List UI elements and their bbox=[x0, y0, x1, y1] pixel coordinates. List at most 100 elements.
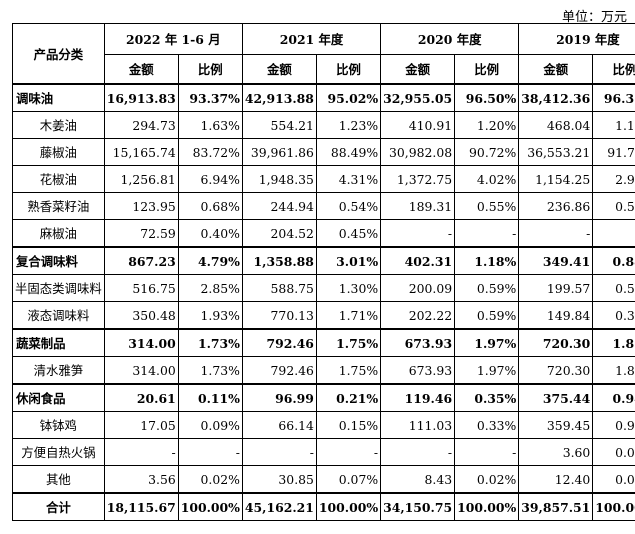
category-row: 调味油 16,913.83 93.37% 42,913.88 95.02% 32,955.… bbox=[12, 83, 635, 112]
amount-cell: 66.14 bbox=[241, 411, 317, 439]
amount-cell: 36,553.21 bbox=[518, 138, 594, 166]
item-row: 钵钵鸡 17.05 0.09% 66.14 0.15% 111.03 0.33% 359.45… bbox=[12, 411, 635, 439]
header-ratio: 比例 bbox=[592, 54, 635, 85]
amount-cell: 375.44 bbox=[518, 383, 594, 412]
ratio-cell: 1.93% bbox=[177, 301, 243, 330]
ratio-cell: 100.00% bbox=[454, 492, 520, 521]
amount-cell: 402.31 bbox=[380, 246, 456, 275]
table-body: 调味油 16,913.83 93.37% 42,913.88 95.02% 32,955.… bbox=[12, 83, 635, 521]
ratio-cell: 1.81% bbox=[592, 356, 635, 385]
row-label: 清水雅笋 bbox=[12, 356, 105, 385]
ratio-cell: 0.01% bbox=[592, 438, 635, 466]
unit-label: 单位：万元 bbox=[561, 10, 627, 25]
ratio-cell: 0.68% bbox=[177, 192, 243, 220]
amount-cell: 200.09 bbox=[380, 274, 456, 302]
ratio-cell: 0.35% bbox=[454, 383, 520, 412]
ratio-cell: 6.94% bbox=[177, 165, 243, 193]
ratio-cell: 0.59% bbox=[592, 192, 635, 220]
amount-cell: 30.85 bbox=[241, 465, 317, 494]
row-label: 休闲食品 bbox=[12, 383, 105, 412]
amount-cell: 30,982.08 bbox=[380, 138, 456, 166]
row-label: 花椒油 bbox=[12, 165, 105, 193]
ratio-cell: 83.72% bbox=[177, 138, 243, 166]
amount-cell: 18,115.67 bbox=[103, 492, 179, 521]
amount-cell: 673.93 bbox=[380, 328, 456, 357]
amount-cell: 1,256.81 bbox=[103, 165, 179, 193]
header-amount: 金额 bbox=[380, 54, 456, 85]
amount-cell: 673.93 bbox=[380, 356, 456, 385]
amount-cell: - bbox=[380, 219, 456, 248]
amount-cell: 359.45 bbox=[518, 411, 594, 439]
ratio-cell: 2.90% bbox=[592, 165, 635, 193]
ratio-cell: 96.37% bbox=[592, 83, 635, 112]
amount-cell: 202.22 bbox=[380, 301, 456, 330]
ratio-cell: 0.40% bbox=[177, 219, 243, 248]
item-row: 半固态类调味料 516.75 2.85% 588.75 1.30% 200.09 0.59%… bbox=[12, 274, 635, 302]
amount-cell: 39,961.86 bbox=[241, 138, 317, 166]
amount-cell: 34,150.75 bbox=[380, 492, 456, 521]
ratio-cell: 100.00% bbox=[315, 492, 382, 521]
ratio-cell: 100.00% bbox=[592, 492, 635, 521]
ratio-cell: 1.97% bbox=[454, 328, 520, 357]
row-label: 复合调味料 bbox=[12, 246, 105, 275]
amount-cell: - bbox=[241, 438, 317, 466]
amount-cell: 468.04 bbox=[518, 111, 594, 139]
amount-cell: 204.52 bbox=[241, 219, 317, 248]
ratio-cell: 0.02% bbox=[177, 465, 243, 494]
amount-cell: - bbox=[380, 438, 456, 466]
amount-cell: 32,955.05 bbox=[380, 83, 456, 112]
ratio-cell: 0.45% bbox=[315, 219, 382, 248]
amount-cell: 20.61 bbox=[103, 383, 179, 412]
ratio-cell: 1.73% bbox=[177, 328, 243, 357]
ratio-cell: 95.02% bbox=[315, 83, 382, 112]
amount-cell: 770.13 bbox=[241, 301, 317, 330]
row-label: 熟香菜籽油 bbox=[12, 192, 105, 220]
ratio-cell: 1.73% bbox=[177, 356, 243, 385]
ratio-cell: - bbox=[454, 438, 520, 466]
header-period: 2020 年度 bbox=[380, 23, 520, 55]
row-label: 蔬菜制品 bbox=[12, 328, 105, 357]
amount-cell: 1,154.25 bbox=[518, 165, 594, 193]
item-row: 液态调味料 350.48 1.93% 770.13 1.71% 202.22 0.59% 14… bbox=[12, 301, 635, 330]
header-ratio: 比例 bbox=[177, 54, 243, 85]
ratio-cell: 4.79% bbox=[177, 246, 243, 275]
amount-cell: 123.95 bbox=[103, 192, 179, 220]
ratio-cell: 0.15% bbox=[315, 411, 382, 439]
header-row-columns: 金额 比例 金额 比例 金额 比例 金额 比例 bbox=[13, 54, 635, 85]
ratio-cell: 0.21% bbox=[315, 383, 382, 412]
ratio-cell: 96.50% bbox=[454, 83, 520, 112]
ratio-cell: 1.18% bbox=[454, 246, 520, 275]
amount-cell: 96.99 bbox=[241, 383, 317, 412]
amount-cell: 554.21 bbox=[241, 111, 317, 139]
amount-cell: 42,913.88 bbox=[241, 83, 317, 112]
ratio-cell: 0.38% bbox=[592, 301, 635, 330]
ratio-cell: - bbox=[177, 438, 243, 466]
item-row: 清水雅笋 314.00 1.73% 792.46 1.75% 673.93 1.97% 720… bbox=[12, 356, 635, 385]
row-label: 麻椒油 bbox=[12, 219, 105, 248]
amount-cell: - bbox=[518, 219, 594, 248]
amount-cell: 16,913.83 bbox=[103, 83, 179, 112]
header-period: 2021 年度 bbox=[241, 23, 382, 55]
ratio-cell: 88.49% bbox=[315, 138, 382, 166]
item-row: 花椒油 1,256.81 6.94% 1,948.35 4.31% 1,372.75 4.0… bbox=[12, 165, 635, 193]
header-period: 2022 年 1-6 月 bbox=[103, 23, 243, 55]
ratio-cell: 100.00% bbox=[177, 492, 243, 521]
ratio-cell: - bbox=[592, 219, 635, 248]
item-row: 熟香菜籽油 123.95 0.68% 244.94 0.54% 189.31 0.55% 23… bbox=[12, 192, 635, 220]
amount-cell: 792.46 bbox=[241, 356, 317, 385]
item-row: 藤椒油 15,165.74 83.72% 39,961.86 88.49% 30,982.… bbox=[12, 138, 635, 166]
amount-cell: 350.48 bbox=[103, 301, 179, 330]
amount-cell: 720.30 bbox=[518, 356, 594, 385]
ratio-cell: 1.97% bbox=[454, 356, 520, 385]
ratio-cell: 4.02% bbox=[454, 165, 520, 193]
header-period: 2019 年度 bbox=[518, 23, 635, 55]
ratio-cell: 0.02% bbox=[454, 465, 520, 494]
header-ratio: 比例 bbox=[454, 54, 520, 85]
header-product-category: 产品分类 bbox=[12, 23, 105, 85]
header-amount: 金额 bbox=[103, 54, 179, 85]
ratio-cell: 0.55% bbox=[454, 192, 520, 220]
ratio-cell: 1.30% bbox=[315, 274, 382, 302]
ratio-cell: 1.17% bbox=[592, 111, 635, 139]
row-label: 其他 bbox=[12, 465, 105, 494]
amount-cell: 3.56 bbox=[103, 465, 179, 494]
